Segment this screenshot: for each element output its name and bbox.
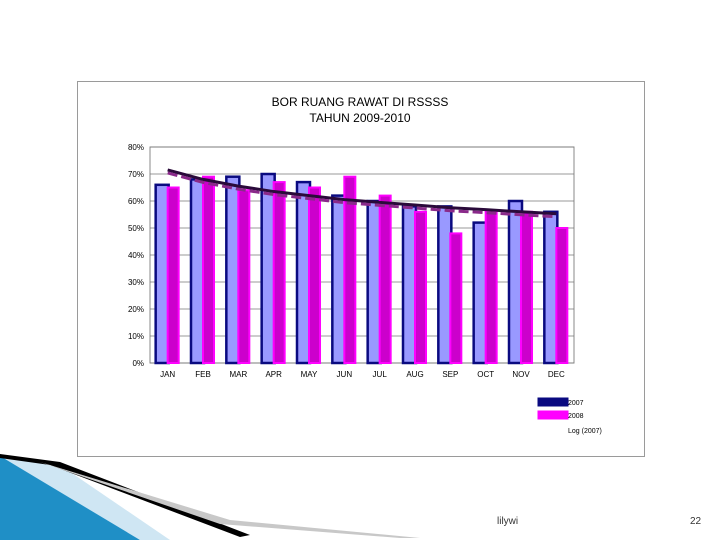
y-tick-label: 10% <box>128 332 144 341</box>
y-tick-label: 30% <box>128 278 144 287</box>
y-tick-label: 60% <box>128 197 144 206</box>
bar-2008 <box>308 186 321 364</box>
bar-2008 <box>484 210 498 364</box>
bar-2008 <box>520 210 533 364</box>
y-tick-label: 0% <box>132 359 144 368</box>
legend-label-2008: 2008 <box>568 413 584 420</box>
x-tick-label: JUN <box>337 370 353 379</box>
x-tick-label: MAR <box>229 370 247 379</box>
y-tick-label: 70% <box>128 170 144 179</box>
deco-grey-swoosh <box>40 462 420 538</box>
y-tick-label: 50% <box>128 224 144 233</box>
bar-2008 <box>378 194 392 364</box>
slide-decoration <box>0 454 420 540</box>
trendline-log-2007 <box>167 168 557 216</box>
x-tick-label: FEB <box>195 370 211 379</box>
y-tick-label: 40% <box>128 251 144 260</box>
x-tick-label: APR <box>265 370 282 379</box>
deco-black-swoosh <box>0 454 250 537</box>
chart-subtitle: TAHUN 2009-2010 <box>309 111 411 125</box>
bar-2008 <box>449 232 463 364</box>
x-tick-label: DEC <box>548 370 565 379</box>
bar-2008 <box>202 175 215 364</box>
y-tick-label: 80% <box>128 143 144 152</box>
bar-2008 <box>414 210 427 364</box>
legend-swatch-2008 <box>537 410 569 420</box>
x-tick-label: NOV <box>512 370 530 379</box>
bar-2008 <box>166 186 180 364</box>
chart-title: BOR RUANG RAWAT DI RSSSS <box>271 95 449 109</box>
trendline-2008-dashed <box>167 171 557 219</box>
footer-page-number: 22 <box>690 516 702 527</box>
deco-light-wedge <box>0 456 170 540</box>
legend-label-2007: 2007 <box>568 400 584 407</box>
x-tick-label: MAY <box>301 370 318 379</box>
x-tick-label: JAN <box>160 370 175 379</box>
x-tick-label: JUL <box>373 370 388 379</box>
x-tick-label: SEP <box>442 370 458 379</box>
bar-2008 <box>343 175 357 364</box>
y-tick-label: 20% <box>128 305 144 314</box>
x-tick-label: OCT <box>477 370 494 379</box>
bar-2008 <box>272 181 286 364</box>
bar-2008 <box>555 227 569 364</box>
legend-swatch-2007 <box>537 397 569 407</box>
x-tick-label: AUG <box>406 370 423 379</box>
bar-2008 <box>237 189 251 364</box>
footer-author: lilywi <box>497 516 519 527</box>
legend-label-trend: Log (2007) <box>568 428 602 435</box>
